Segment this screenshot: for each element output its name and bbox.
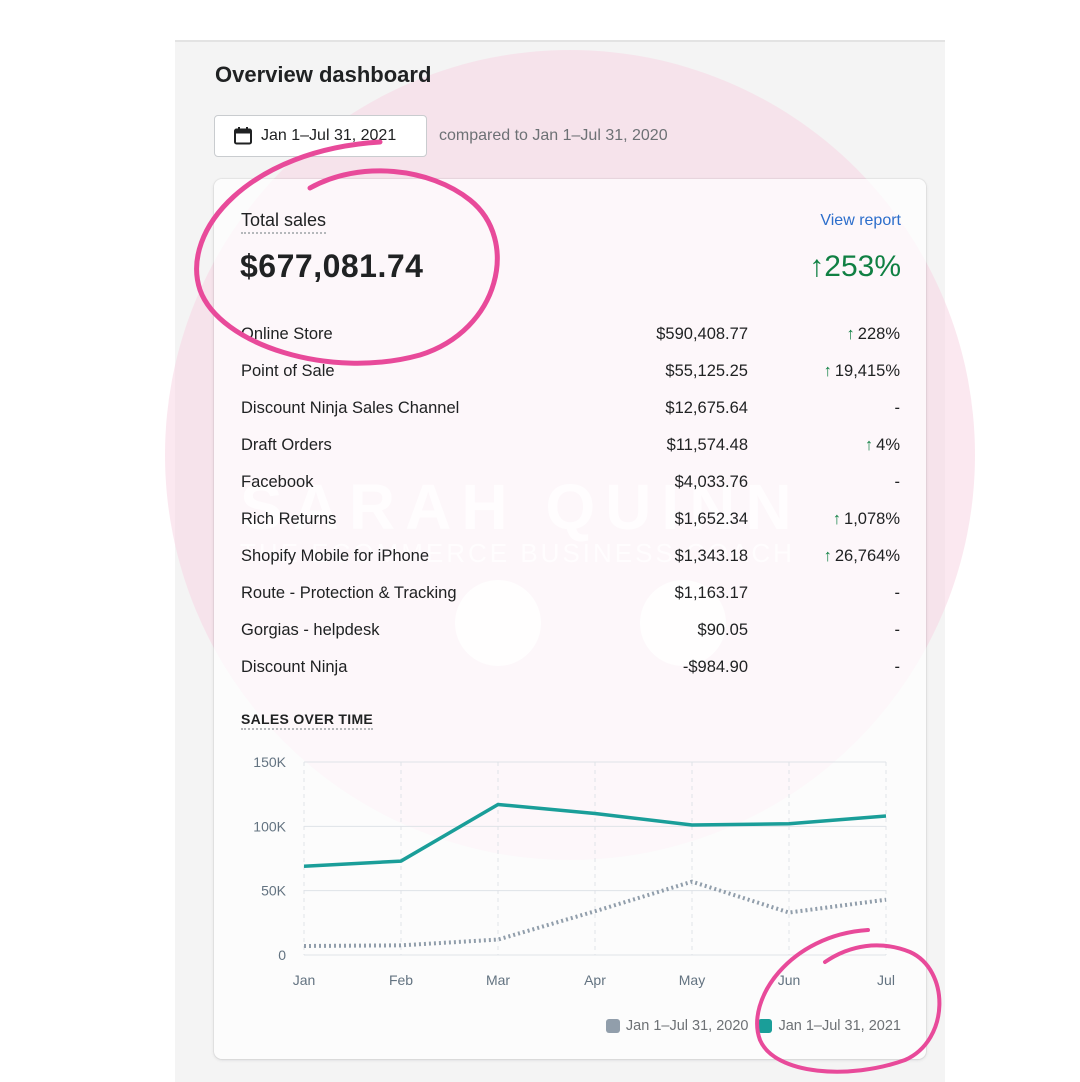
x-tick-label: Jul xyxy=(877,972,895,988)
channel-name: Discount Ninja xyxy=(241,658,348,676)
channel-name: Gorgias - helpdesk xyxy=(241,621,380,639)
channel-row: Route - Protection & Tracking $1,163.17 … xyxy=(241,581,901,618)
channel-name: Facebook xyxy=(241,473,314,491)
arrow-up-icon: ↑ xyxy=(809,250,825,283)
date-range-label: Jan 1–Jul 31, 2021 xyxy=(261,127,397,144)
channel-change: - xyxy=(894,399,901,417)
legend-label: Jan 1–Jul 31, 2021 xyxy=(778,1018,901,1034)
x-tick-label: May xyxy=(679,972,705,988)
channel-change: 4% xyxy=(876,436,900,454)
channel-name: Draft Orders xyxy=(241,436,332,454)
channel-amount: $90.05 xyxy=(697,621,748,639)
channel-row: Discount Ninja -$984.90 - xyxy=(241,655,901,692)
y-tick-label: 100K xyxy=(253,818,286,834)
channel-change: 1,078% xyxy=(844,510,900,528)
total-sales-value: $677,081.74 xyxy=(240,248,424,284)
page-title: Overview dashboard xyxy=(215,62,432,87)
total-sales-change: ↑253% xyxy=(809,250,901,284)
calendar-icon xyxy=(233,126,253,146)
channel-change: 19,415% xyxy=(834,362,900,380)
date-range-button[interactable]: Jan 1–Jul 31, 2021 xyxy=(214,115,427,157)
channel-amount: $1,343.18 xyxy=(674,547,748,565)
view-report-link[interactable]: View report xyxy=(820,212,901,229)
arrow-up-icon: ↑ xyxy=(823,547,832,565)
channel-row: Gorgias - helpdesk $90.05 - xyxy=(241,618,901,655)
y-tick-label: 0 xyxy=(278,947,286,963)
channel-name: Shopify Mobile for iPhone xyxy=(241,547,430,565)
total-sales-change-value: 253% xyxy=(824,250,901,283)
channel-row: Discount Ninja Sales Channel $12,675.64 … xyxy=(241,396,901,433)
arrow-up-icon: ↑ xyxy=(832,510,842,528)
channel-name: Rich Returns xyxy=(241,510,337,528)
legend-item[interactable]: Jan 1–Jul 31, 2021 xyxy=(758,1018,901,1034)
x-tick-label: Jan xyxy=(293,972,316,988)
channel-amount: -$984.90 xyxy=(682,658,748,676)
channel-change: 26,764% xyxy=(834,547,900,565)
arrow-up-icon: ↑ xyxy=(846,325,855,343)
arrow-up-icon: ↑ xyxy=(864,436,874,454)
channel-amount: $1,163.17 xyxy=(674,584,748,602)
channel-row: Facebook $4,033.76 - xyxy=(241,470,901,507)
channel-change: - xyxy=(894,473,901,491)
channel-change: 228% xyxy=(857,325,900,343)
channel-name: Route - Protection & Tracking xyxy=(241,584,457,602)
x-tick-label: Feb xyxy=(389,972,413,988)
channel-amount: $1,652.34 xyxy=(674,510,748,528)
channel-name: Point of Sale xyxy=(241,362,335,380)
total-sales-label: Total sales xyxy=(241,210,327,234)
sales-over-time-label: SALES OVER TIME xyxy=(241,711,374,730)
channel-row: Online Store $590,408.77 ↑ 228% xyxy=(241,322,901,359)
arrow-up-icon: ↑ xyxy=(823,362,832,380)
channel-amount: $590,408.77 xyxy=(656,325,748,343)
channel-amount: $55,125.25 xyxy=(665,362,748,380)
legend-swatch xyxy=(758,1019,773,1033)
channel-row: Shopify Mobile for iPhone $1,343.18 ↑ 26,… xyxy=(241,544,901,581)
chart-legend: Jan 1–Jul 31, 2020 Jan 1–Jul 31, 2021 xyxy=(596,1018,901,1034)
channel-change: - xyxy=(894,658,901,676)
x-tick-label: Apr xyxy=(584,972,606,988)
channel-name: Discount Ninja Sales Channel xyxy=(241,399,460,417)
x-tick-label: Jun xyxy=(778,972,801,988)
channel-row: Draft Orders $11,574.48 ↑ 4% xyxy=(241,433,901,470)
channel-name: Online Store xyxy=(241,325,333,343)
legend-label: Jan 1–Jul 31, 2020 xyxy=(625,1018,749,1034)
channel-row: Point of Sale $55,125.25 ↑ 19,415% xyxy=(241,359,901,396)
y-tick-label: 150K xyxy=(253,754,286,770)
watermark-dot-left xyxy=(455,580,541,666)
y-tick-label: 50K xyxy=(261,883,287,899)
channel-amount: $4,033.76 xyxy=(674,473,748,491)
channel-breakdown-list: Online Store $590,408.77 ↑ 228% Point of … xyxy=(241,322,901,692)
channel-change: - xyxy=(894,584,901,602)
legend-item[interactable]: Jan 1–Jul 31, 2020 xyxy=(605,1018,749,1034)
channel-amount: $11,574.48 xyxy=(666,436,748,454)
channel-amount: $12,675.64 xyxy=(665,399,748,417)
comparison-text: compared to Jan 1–Jul 31, 2020 xyxy=(439,127,668,144)
watermark-dot-right xyxy=(640,580,726,666)
sales-over-time-chart: 0 50K 100K 150K Jan Feb Mar Apr May Jun Jul xyxy=(253,754,895,988)
legend-swatch xyxy=(605,1019,620,1033)
series-line-2020 xyxy=(303,879,887,948)
channel-change: - xyxy=(894,621,901,639)
series-line-2021 xyxy=(303,802,887,868)
x-tick-label: Mar xyxy=(486,972,510,988)
channel-row: Rich Returns $1,652.34 ↑ 1,078% xyxy=(241,507,901,544)
